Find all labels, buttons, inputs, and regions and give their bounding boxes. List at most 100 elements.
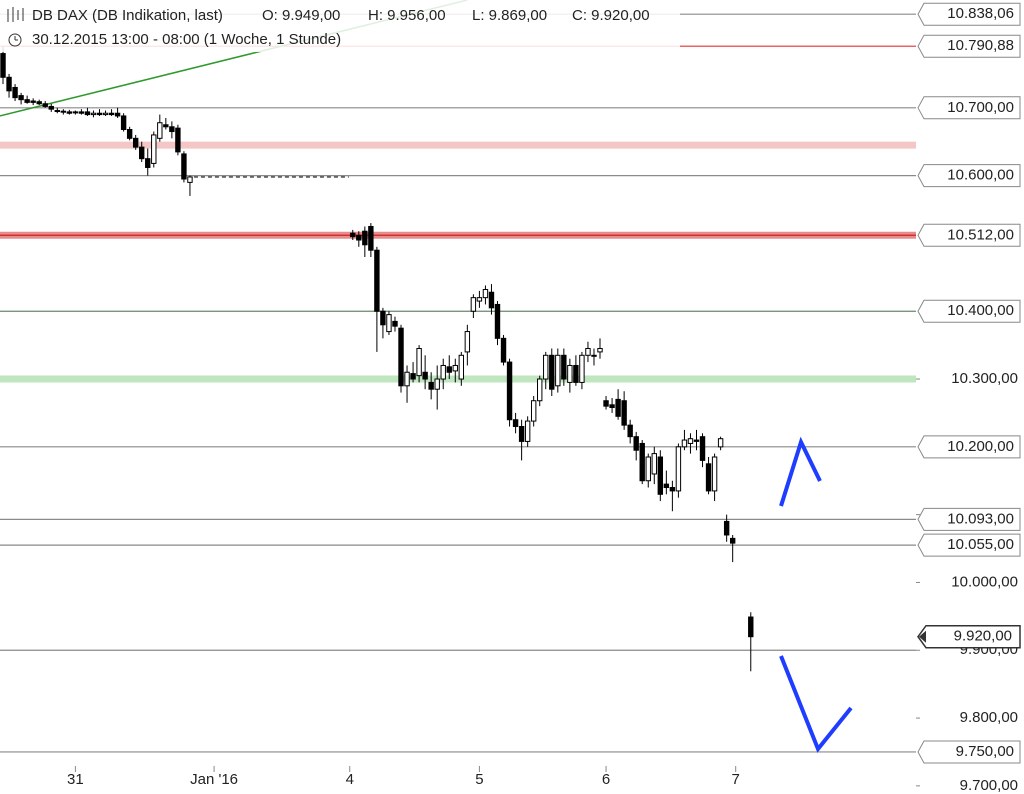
candle-body (681, 439, 688, 448)
candle-body (591, 354, 597, 357)
level-label: 10.600,00 (947, 167, 1014, 184)
candle-body (42, 103, 48, 107)
level-box (917, 740, 1021, 764)
candle-body (458, 354, 465, 380)
x-tick-label: Jan '16 (190, 771, 238, 788)
x-tick-label: 5 (475, 771, 483, 788)
header-icon (7, 7, 24, 47)
candle-body (126, 129, 133, 139)
header-bg (0, 0, 680, 52)
candle-body (114, 112, 121, 117)
candle-body (555, 354, 561, 387)
candle-body (494, 303, 501, 339)
candle-body (410, 373, 416, 380)
level-box (917, 164, 1021, 188)
candle-body (24, 99, 30, 103)
candle-body (392, 320, 398, 327)
candle-body (597, 348, 603, 353)
header-high: H: 9.956,00 (368, 7, 446, 24)
level-box (917, 507, 1021, 531)
candle-body (464, 331, 471, 353)
candle-body (108, 112, 115, 116)
candle-body (452, 364, 458, 372)
candle-body (440, 364, 446, 380)
candle-body (711, 456, 718, 492)
candle-body (693, 439, 700, 442)
candle-body (717, 438, 724, 448)
candle-body (139, 146, 145, 160)
header-open: O: 9.949,00 (262, 7, 340, 24)
level-label: 9.750,00 (956, 743, 1014, 760)
candle-body (476, 297, 483, 302)
candle-body (651, 453, 657, 475)
candle-body (729, 537, 736, 544)
candle-body (18, 95, 24, 101)
candle-body (573, 364, 579, 383)
candle-body (356, 234, 362, 241)
candle-body (705, 463, 712, 492)
candle-body (84, 111, 91, 116)
level-label: 10.093,00 (947, 510, 1014, 527)
candle-body (639, 442, 645, 482)
y-tick-label: 10.000,00 (951, 573, 1018, 590)
candle-body (537, 378, 543, 402)
candle-body (585, 348, 591, 356)
candle-body (561, 354, 567, 380)
candle-body (187, 176, 193, 183)
candle-body (132, 137, 139, 148)
level-label: 10.400,00 (947, 302, 1014, 319)
candle-body (163, 124, 169, 128)
level-box (917, 435, 1021, 459)
chart-subtitle: 30.12.2015 13:00 - 08:00 (1 Woche, 1 Stu… (32, 31, 341, 48)
candle-body (169, 126, 175, 133)
candle-body (157, 122, 163, 139)
candle-body (78, 111, 85, 114)
candle-body (66, 111, 73, 114)
candle-body (669, 487, 676, 492)
candle-body (368, 225, 374, 251)
candle-body (6, 76, 12, 92)
candle-body (428, 381, 434, 390)
candle-body (36, 101, 42, 105)
candle-body (404, 371, 410, 387)
candle-body (675, 446, 682, 492)
candle-body (621, 400, 627, 426)
candle-body (549, 354, 555, 390)
candle-body (530, 400, 537, 422)
candle-body (506, 361, 513, 421)
candle-body (657, 456, 664, 495)
candle-body (181, 153, 187, 180)
last-price-pointer (919, 630, 926, 643)
level-label: 10.700,00 (947, 99, 1014, 116)
header-close: C: 9.920,00 (572, 7, 650, 24)
candle-body (567, 364, 573, 383)
candle-body (54, 110, 60, 113)
candle-body (386, 314, 392, 333)
candle-body (723, 520, 730, 536)
candle-body (380, 310, 386, 326)
x-tick-label: 4 (346, 771, 354, 788)
candle-body (72, 111, 79, 114)
candle-body (398, 327, 404, 387)
candle-body (687, 438, 694, 444)
candle-body (609, 404, 615, 409)
candle-body (422, 371, 428, 380)
candle-body (175, 127, 181, 153)
x-tick-label: 6 (602, 771, 610, 788)
x-tick-label: 7 (732, 771, 740, 788)
level-box (917, 299, 1021, 323)
level-box (917, 2, 1021, 26)
level-label: 10.790,88 (947, 37, 1014, 54)
candle-body (151, 134, 157, 164)
level-box (917, 533, 1021, 557)
level-box (917, 223, 1021, 247)
candle-body (0, 53, 6, 78)
candle-body (350, 232, 356, 238)
candle-body (699, 436, 706, 461)
candle-body (145, 158, 151, 168)
last-price-label: 9.920,00 (954, 628, 1012, 645)
candle-body (524, 420, 531, 442)
candle-body (543, 354, 549, 380)
level-box (917, 96, 1021, 120)
last-price-box (917, 624, 1021, 649)
